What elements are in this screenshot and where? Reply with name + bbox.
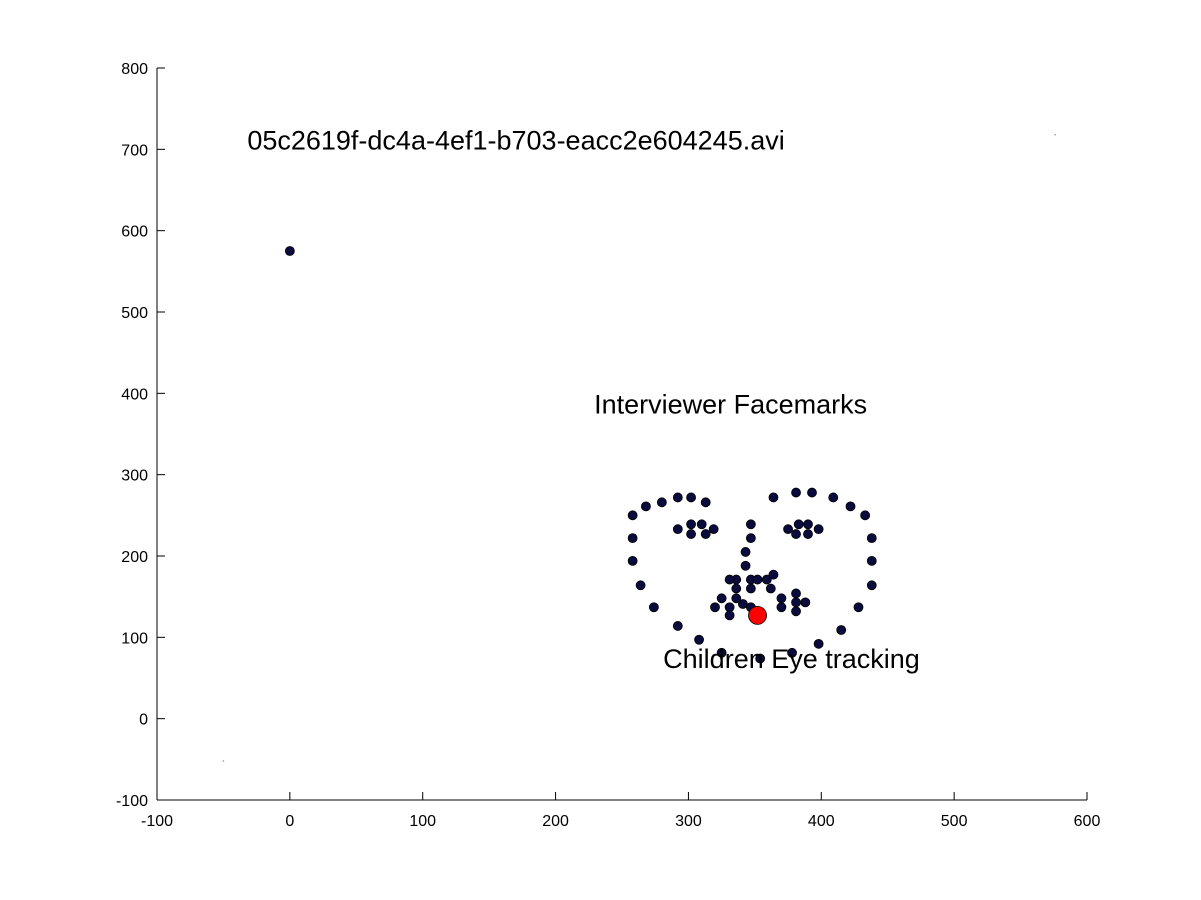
facemark-point	[700, 529, 711, 539]
facemark-point	[787, 647, 797, 658]
facemark-point	[866, 580, 877, 591]
facemark-point	[724, 602, 735, 613]
facemark-point	[768, 569, 779, 580]
facemark-point	[716, 593, 727, 604]
facemark-point	[708, 524, 719, 535]
facemark-point	[740, 547, 751, 557]
facemark-point	[686, 519, 696, 530]
x-tick-label: -100	[141, 813, 173, 830]
facemark-point	[866, 555, 877, 566]
x-tick-label: 0	[285, 813, 294, 830]
facemark-point	[716, 647, 727, 658]
axes: -100 0 100 200 300 400 500 600 -100 0 100 200 300 400…	[116, 61, 1100, 830]
data-points	[222, 133, 1056, 762]
facemark-point	[731, 583, 742, 594]
eye-tracking-point	[748, 605, 767, 625]
y-tick-label: 0	[139, 712, 148, 729]
annotations: 05c2619f-dc4a-4ef1-b703-eacc2e604245.avi…	[247, 125, 919, 674]
facemark-point	[807, 487, 817, 498]
facemark-point	[686, 529, 696, 539]
facemark-point	[791, 606, 801, 617]
facemark-point	[284, 246, 295, 256]
facemark-point	[793, 519, 804, 530]
annotation-text: Interviewer Facemarks	[594, 390, 867, 420]
y-tick-label: 600	[121, 224, 148, 241]
facemark-point	[845, 501, 856, 512]
facemark-point	[813, 638, 824, 649]
y-tick-label: 100	[121, 630, 148, 647]
facemark-point	[745, 583, 756, 594]
facemark-point	[860, 510, 871, 521]
facemark-point	[828, 492, 839, 503]
facemark-point	[627, 555, 638, 566]
facemark-point	[791, 597, 801, 608]
x-tick-label: 500	[941, 813, 968, 830]
stray-point	[1054, 133, 1056, 136]
facemark-point	[783, 524, 793, 535]
facemark-point	[765, 583, 776, 594]
y-tick-label: 800	[121, 61, 148, 78]
facemark-point	[724, 610, 735, 621]
annotation-text: 05c2619f-dc4a-4ef1-b703-eacc2e604245.avi	[247, 125, 784, 155]
facemark-point	[776, 593, 787, 604]
facemark-point	[853, 602, 864, 613]
facemark-point	[791, 588, 801, 599]
facemark-point	[686, 492, 696, 503]
facemark-point	[866, 533, 877, 544]
facemark-point	[791, 487, 801, 498]
facemark-point	[694, 634, 704, 645]
facemark-point	[641, 501, 651, 512]
facemark-point	[731, 593, 742, 604]
x-tick-label: 200	[542, 813, 569, 830]
facemark-point	[635, 580, 646, 591]
facemark-point	[776, 602, 787, 613]
facemark-point	[656, 497, 667, 508]
facemark-point	[813, 524, 824, 535]
x-tick-label: 100	[409, 813, 436, 830]
facemark-point	[761, 574, 772, 585]
facemark-point	[791, 529, 801, 539]
facemark-point	[800, 597, 811, 608]
facemark-point	[672, 524, 683, 535]
facemark-point	[672, 492, 683, 503]
facemark-point	[803, 519, 813, 530]
facemark-point	[724, 574, 735, 585]
y-tick-label: 400	[121, 386, 148, 403]
facemark-point	[696, 519, 707, 530]
facemark-point	[648, 602, 659, 613]
facemark-point	[752, 574, 763, 585]
y-tick-label: 200	[121, 549, 148, 566]
annotation-text: Children Eye tracking	[663, 644, 920, 674]
facemark-point	[836, 625, 847, 635]
facemark-point	[755, 653, 766, 664]
facemark-point	[627, 533, 638, 544]
facemark-point	[803, 529, 813, 539]
stray-point	[222, 760, 225, 762]
facemark-point	[745, 519, 756, 530]
facemark-point	[740, 560, 751, 571]
facemark-point	[627, 510, 638, 521]
facemark-point	[745, 533, 756, 544]
facemark-point	[700, 497, 711, 508]
x-tick-label: 400	[808, 813, 835, 830]
x-tick-label: 600	[1074, 813, 1101, 830]
y-tick-label: 500	[121, 305, 148, 322]
facemark-point	[710, 602, 720, 613]
x-tick-label: 300	[675, 813, 702, 830]
facemark-point	[768, 492, 779, 503]
facemark-point	[672, 621, 683, 631]
y-tick-label: 300	[121, 468, 148, 485]
y-tick-label: 700	[121, 142, 148, 159]
y-tick-label: -100	[116, 793, 148, 810]
